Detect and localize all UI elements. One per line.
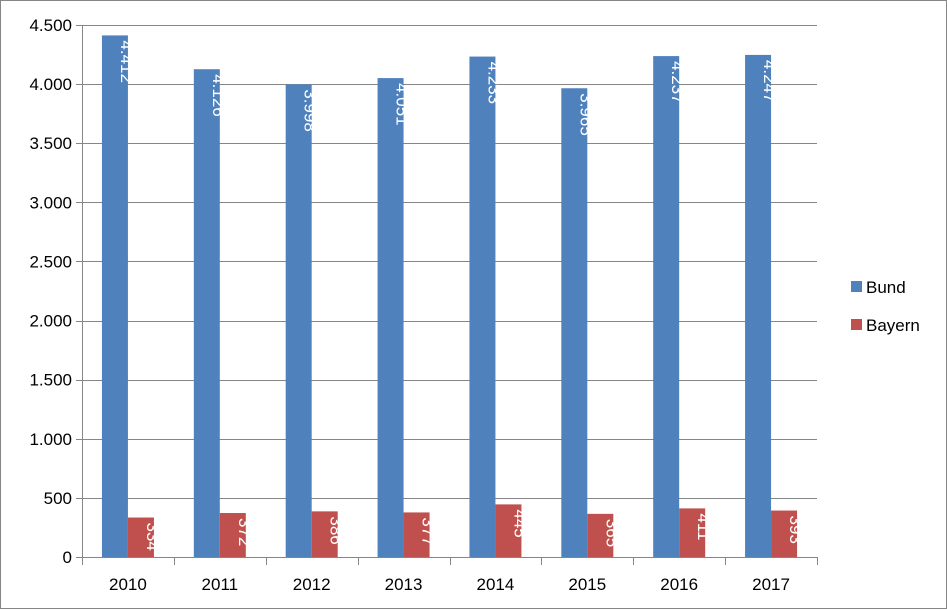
bar-bund-2015 [561, 88, 588, 557]
data-label: 411 [694, 513, 713, 540]
data-label: 4.237 [668, 61, 687, 104]
bar-bayern-2012 [311, 511, 338, 557]
y-tick-label: 4.000 [29, 75, 72, 94]
axes: 0 500 1.000 1.500 2.000 2.500 3.000 3.500 4.000 4… [29, 16, 818, 594]
data-label: 377 [419, 517, 438, 545]
bar-bayern-2016 [679, 508, 706, 557]
bar-bund-2013 [377, 78, 404, 557]
bar-bund-2016 [653, 56, 680, 558]
bar-bund-2010 [101, 35, 128, 557]
x-tick-label: 2016 [660, 575, 698, 594]
y-tick-label: 2.500 [29, 252, 72, 271]
data-label: 445 [510, 509, 529, 537]
legend-label-bund: Bund [866, 278, 906, 297]
bar-bayern-2013 [403, 512, 430, 557]
data-label: 372 [235, 518, 254, 546]
legend-swatch-bund [851, 281, 862, 292]
bar-bund-2014 [469, 56, 496, 557]
gridlines [82, 25, 817, 499]
bar-bayern-2010 [127, 517, 154, 557]
y-tick-label: 1.000 [29, 430, 72, 449]
bar-bayern-2017 [771, 510, 798, 557]
data-label: 3.998 [301, 89, 320, 132]
data-label: 4.126 [209, 74, 228, 117]
x-tick-label: 2017 [752, 575, 790, 594]
x-tick-label: 2013 [385, 575, 423, 594]
data-label: 365 [602, 519, 621, 547]
legend-swatch-bayern [851, 319, 862, 330]
y-tick-label: 0 [63, 548, 72, 567]
data-label: 4.247 [760, 60, 779, 103]
data-label: 334 [143, 523, 162, 551]
bar-bayern-2011 [219, 513, 246, 557]
y-tick-label: 500 [44, 489, 72, 508]
bar-bund-2012 [285, 84, 312, 557]
bar-bund-2011 [193, 69, 220, 557]
x-tick-label: 2012 [293, 575, 331, 594]
y-tick-label: 3.500 [29, 134, 72, 153]
bar-bund-2017 [745, 54, 772, 558]
y-tick-label: 1.500 [29, 371, 72, 390]
x-tick-label: 2011 [202, 575, 239, 594]
x-tick-label: 2014 [477, 575, 515, 594]
data-label: 4.051 [393, 83, 412, 126]
legend: Bund Bayern [851, 278, 920, 335]
data-label: 4.233 [484, 62, 503, 105]
data-label: 3.965 [576, 93, 595, 136]
bar-bayern-2014 [495, 504, 522, 557]
x-tick-label: 2015 [568, 575, 606, 594]
data-label: 386 [327, 516, 346, 544]
bars: 4.412 334 4.126 372 3.998 386 4.051 377 4.233 445… [101, 35, 805, 558]
y-tick-label: 2.000 [29, 312, 72, 331]
legend-label-bayern: Bayern [866, 316, 920, 335]
x-tick-label: 2010 [109, 575, 147, 594]
bar-bayern-2015 [587, 513, 614, 557]
data-label: 4.412 [117, 40, 136, 83]
y-tick-label: 3.000 [29, 193, 72, 212]
data-label: 393 [786, 516, 805, 544]
y-tick-label: 4.500 [29, 16, 72, 35]
